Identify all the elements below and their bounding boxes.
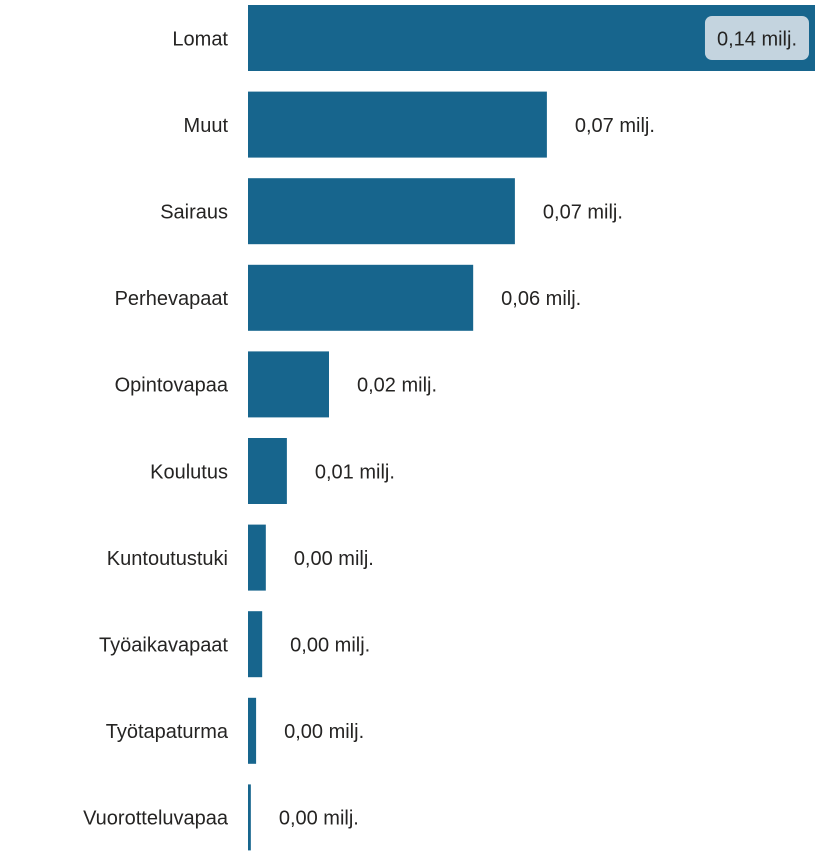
bar — [248, 611, 263, 678]
category-label: Työaikavapaat — [99, 634, 228, 656]
bar — [248, 264, 474, 331]
data-label: 0,14 milj. — [717, 28, 797, 50]
category-label: Koulutus — [150, 461, 228, 483]
data-label: 0,01 milj. — [315, 461, 395, 483]
category-label: Kuntoutustuki — [107, 548, 228, 570]
category-label: Opintovapaa — [115, 375, 229, 397]
data-label: 0,00 milj. — [294, 548, 374, 570]
data-label-background — [704, 16, 809, 60]
bar — [248, 697, 257, 764]
data-label: 0,00 milj. — [279, 808, 359, 830]
data-label: 0,02 milj. — [357, 375, 437, 397]
category-label: Sairaus — [160, 201, 228, 223]
bar — [248, 91, 547, 158]
bar — [248, 784, 251, 851]
bar — [248, 178, 515, 245]
category-label: Muut — [184, 115, 229, 137]
data-label: 0,07 milj. — [543, 201, 623, 223]
bar — [248, 524, 266, 591]
bar — [248, 438, 287, 504]
bar — [248, 351, 329, 418]
data-label: 0,00 milj. — [284, 721, 364, 743]
data-label: 0,07 milj. — [575, 115, 655, 137]
category-label: Lomat — [172, 28, 228, 50]
category-label: Vuorotteluvapaa — [83, 808, 229, 830]
data-label: 0,06 milj. — [501, 288, 581, 310]
data-label: 0,00 milj. — [290, 634, 370, 656]
category-label: Perhevapaat — [115, 288, 229, 310]
category-label: Työtapaturma — [106, 721, 229, 743]
